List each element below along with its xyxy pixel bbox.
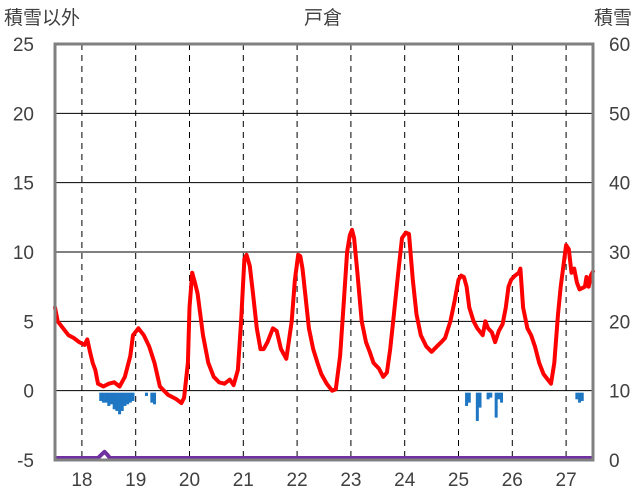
y-left-tick-label: 15: [13, 174, 34, 195]
y-left-tick-label: 10: [13, 243, 34, 264]
y-left-tick-label: 5: [23, 312, 34, 333]
precipitation-bar: [500, 392, 504, 403]
temperature-line: [53, 227, 595, 406]
x-tick-label: 24: [394, 470, 416, 491]
plot-frame: [53, 42, 595, 462]
y-left-tick-label: -5: [17, 451, 34, 472]
y-left-tick-label: 25: [13, 35, 34, 56]
x-tick-label: 25: [448, 470, 469, 491]
y-right-tick-label: 60: [609, 35, 630, 56]
y-left-tick-label: 0: [23, 382, 34, 403]
precipitation-bar: [578, 392, 582, 403]
precipitation-bar: [486, 392, 490, 400]
precipitation-bar: [497, 392, 501, 400]
precipitation-bar: [465, 392, 469, 406]
precipitation-bar: [144, 392, 148, 396]
y-right-tick-label: 20: [609, 312, 630, 333]
x-tick-label: 22: [287, 470, 308, 491]
plot-border: [53, 42, 595, 462]
x-tick-label: 23: [340, 470, 361, 491]
precipitation-bar: [478, 392, 482, 408]
series-lines: [53, 227, 595, 460]
x-tick-label: 19: [125, 470, 146, 491]
precipitation-bar: [104, 392, 108, 403]
precipitation-bar: [115, 392, 119, 411]
y-right-tick-label: 40: [609, 174, 630, 195]
grid-lines: [55, 43, 593, 461]
y-left-tick-label: 20: [13, 104, 34, 125]
y-right-tick-label: 0: [609, 451, 620, 472]
precipitation-bar: [467, 392, 471, 403]
precipitation-bar: [109, 392, 113, 405]
precipitation-bar: [107, 392, 111, 406]
x-tick-label: 27: [556, 470, 577, 491]
precipitation-bar: [475, 392, 479, 421]
precipitation-bar: [128, 392, 132, 403]
x-tick-label: 20: [179, 470, 200, 491]
precipitation-bar: [123, 392, 127, 406]
precipitation-bar: [120, 392, 124, 411]
precipitation-bar: [99, 392, 103, 401]
y-axis-right-label: 積雪: [594, 7, 632, 29]
y-axis-left-label: 積雪以外: [4, 7, 80, 29]
precipitation-bar: [489, 392, 493, 398]
precipitation-bar: [580, 392, 584, 401]
chart-title: 戸倉: [304, 7, 342, 29]
x-tick-label: 26: [502, 470, 523, 491]
precipitation-bar: [126, 392, 130, 405]
precipitation-bar: [575, 392, 579, 400]
precipitation-bar: [150, 392, 154, 403]
precipitation-bar: [112, 392, 116, 410]
precipitation-bar: [101, 392, 105, 403]
x-tick-label: 18: [71, 470, 92, 491]
precipitation-bars: [99, 392, 584, 421]
precipitation-bar: [494, 392, 498, 418]
y-right-tick-label: 10: [609, 382, 630, 403]
x-tick-label: 21: [233, 470, 254, 491]
y-right-tick-label: 50: [609, 104, 630, 125]
snow-depth-line: [55, 449, 593, 460]
precipitation-bar: [153, 392, 157, 405]
y-right-tick-label: 30: [609, 243, 630, 264]
precipitation-bar: [118, 392, 122, 415]
precipitation-bar: [131, 392, 135, 401]
